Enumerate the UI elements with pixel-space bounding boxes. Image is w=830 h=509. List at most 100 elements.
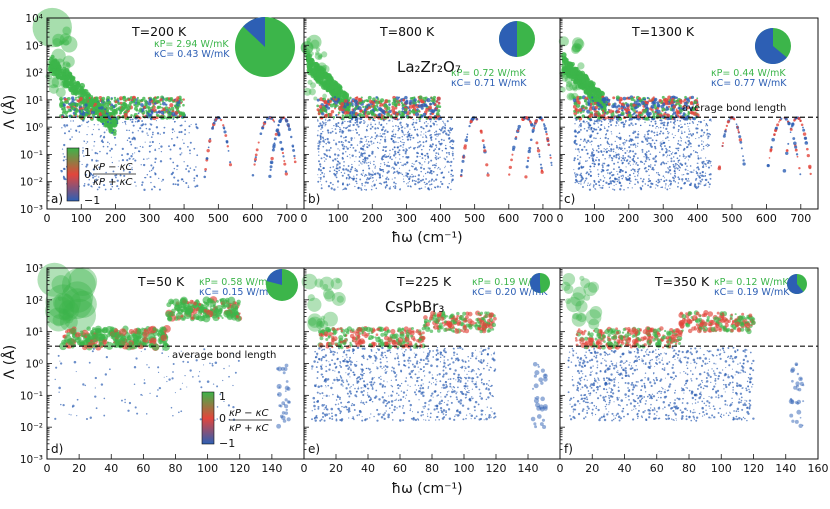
panel-c-point: [672, 98, 676, 102]
panel-c-point: [588, 156, 591, 159]
panel-c-point: [651, 166, 654, 169]
panel-c-point: [654, 187, 656, 189]
panel-a-point: [101, 99, 105, 103]
panel-b-point: [323, 153, 325, 155]
panel-b-point: [327, 141, 329, 143]
panel-b-point: [383, 162, 385, 164]
panel-a-point: [139, 145, 141, 148]
panel-b-point: [361, 174, 364, 176]
panel-a-point: [127, 168, 129, 170]
panel-a-point: [92, 129, 94, 131]
panel-b-point: [354, 185, 356, 188]
panel-c-point: [603, 162, 606, 165]
panel-b-point: [384, 187, 387, 189]
panel-b-point: [318, 141, 321, 144]
panel-b-point: [341, 124, 343, 126]
panel-c-point: [599, 137, 601, 140]
panel-c-point: [640, 187, 643, 190]
panel-a-point: [148, 150, 151, 153]
panel-b-point: [339, 126, 341, 129]
panel-c-point: [655, 139, 658, 142]
panel-b-point: [323, 71, 329, 76]
panel-a-point: [282, 155, 285, 158]
panel-a-point: [167, 113, 172, 117]
panel-c-point: [676, 119, 679, 122]
panel-a-point: [222, 126, 226, 129]
panel-c-point: [736, 125, 739, 128]
panel-c-point: [703, 148, 705, 150]
panel-c-point: [620, 157, 622, 159]
panel-a-point: [180, 178, 184, 181]
panel-b-point: [337, 98, 340, 101]
panel-c-point: [705, 125, 707, 127]
panel-b-point: [530, 123, 534, 127]
panel-c-point: [597, 122, 599, 124]
panel-b-point: [426, 171, 429, 174]
panel-b-point: [366, 146, 369, 149]
panel-c-point: [653, 145, 657, 148]
panel-c-point: [561, 52, 567, 58]
panel-b-point: [357, 186, 360, 190]
panel-b-point: [340, 102, 345, 107]
panel-b-point: [317, 180, 320, 183]
panel-b-point: [360, 187, 362, 189]
panel-b-point: [540, 166, 543, 170]
panel-c-point: [666, 121, 670, 124]
panel-a-point: [102, 125, 104, 127]
panel-a-point: [106, 152, 109, 155]
panel-c-point: [672, 151, 674, 153]
panel-c-point: [688, 180, 690, 182]
panel-b-point: [394, 135, 396, 138]
panel-c-point: [705, 165, 707, 167]
panel-c-point: [607, 168, 609, 171]
panel-c-point: [709, 177, 712, 180]
panel-a-point: [61, 148, 64, 150]
panel-b-point: [448, 161, 450, 163]
panel-b-point: [318, 72, 324, 78]
panel-c-point: [695, 171, 699, 175]
panel-c-point: [673, 160, 675, 163]
panel-c-point: [737, 131, 740, 134]
panel-b-point: [403, 134, 406, 136]
panel-c-point: [610, 143, 613, 146]
panel-b-point: [320, 70, 324, 74]
panel-a-point: [115, 174, 118, 176]
panel-c-point: [583, 109, 586, 112]
panel-c-point: [635, 163, 637, 165]
panel-b-point: [441, 149, 444, 152]
panel-a-point: [174, 183, 177, 186]
panel-b-point: [363, 188, 366, 191]
panel-c-point: [574, 38, 585, 50]
panel-c-point: [588, 188, 592, 191]
panel-b-point: [404, 127, 406, 129]
panel-b-point: [362, 158, 365, 161]
panel-c-point: [697, 144, 701, 147]
panel-a-point: [179, 147, 182, 150]
panel-c-point: [632, 172, 635, 175]
panel-c-point: [687, 125, 689, 127]
panel-b-point: [347, 165, 350, 167]
panel-a-point: [159, 103, 162, 106]
panel-c-point: [697, 155, 699, 157]
panel-c-point: [696, 167, 698, 169]
panel-b-point: [314, 52, 323, 60]
panel-c-point: [602, 97, 607, 102]
panel-b-point: [345, 146, 348, 148]
panel-b-point: [388, 155, 390, 157]
panel-b-point: [400, 172, 402, 174]
panel-a-point: [62, 26, 71, 36]
panel-c-point: [652, 157, 655, 160]
panel-c-point: [622, 123, 625, 126]
panel-b-point: [318, 167, 320, 170]
panel-b-point: [313, 76, 318, 81]
panel-c-point: [577, 148, 580, 151]
panel-c-point: [742, 162, 746, 166]
panel-c-point: [663, 141, 666, 144]
panel-c-point: [646, 140, 649, 143]
panel-b-point: [352, 123, 355, 127]
panel-b-point: [345, 176, 348, 179]
panel-c-point: [679, 167, 681, 169]
panel-b-point: [347, 120, 349, 123]
panel-c-point: [667, 167, 669, 169]
panel-a-point: [65, 124, 69, 127]
